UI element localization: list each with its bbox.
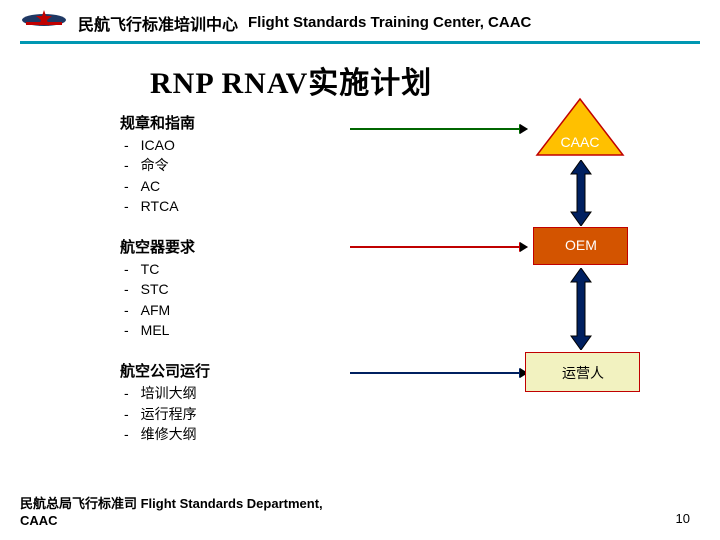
page-title: RNP RNAV实施计划 [150, 58, 720, 102]
header-title-cn: 民航飞行标准培训中心 [78, 11, 238, 35]
header: 民航飞行标准培训中心 Flight Standards Training Cen… [0, 0, 720, 41]
footer: 民航总局飞行标准司 Flight Standards Department, C… [20, 496, 323, 530]
list-item: MEL [124, 320, 350, 340]
diagram-column: CAAC OEM 运营人 [350, 112, 690, 482]
list-item: AFM [124, 300, 350, 320]
list-item: STC [124, 279, 350, 299]
list-item: 运行程序 [124, 404, 350, 424]
arrow-to-oem [350, 246, 520, 248]
section-list: TC STC AFM MEL [120, 259, 350, 340]
section-heading: 规章和指南 [120, 112, 350, 133]
section-heading: 航空公司运行 [120, 360, 350, 381]
list-item: 培训大纲 [124, 383, 350, 403]
section-list: ICAO 命令 AC RTCA [120, 135, 350, 216]
shape-label-caac: CAAC [540, 134, 620, 150]
header-divider [20, 41, 700, 44]
header-title-en: Flight Standards Training Center, CAAC [248, 14, 531, 31]
list-item: 命令 [124, 155, 350, 175]
list-item: TC [124, 259, 350, 279]
list-item: ICAO [124, 135, 350, 155]
list-item: 维修大纲 [124, 424, 350, 444]
shape-label-oem: OEM [541, 237, 621, 253]
double-arrow-oem-operator [569, 268, 593, 350]
list-item: RTCA [124, 196, 350, 216]
emblem-icon [20, 8, 68, 37]
list-item: AC [124, 176, 350, 196]
shape-label-operator: 运营人 [543, 363, 623, 383]
arrow-to-caac [350, 128, 520, 130]
section-aircraft: 航空器要求 TC STC AFM MEL [120, 236, 350, 340]
footer-line2: CAAC [20, 513, 323, 530]
section-operations: 航空公司运行 培训大纲 运行程序 维修大纲 [120, 360, 350, 444]
footer-line1: 民航总局飞行标准司 Flight Standards Department, [20, 496, 323, 513]
arrow-to-operator [350, 372, 520, 374]
section-regulations: 规章和指南 ICAO 命令 AC RTCA [120, 112, 350, 216]
section-heading: 航空器要求 [120, 236, 350, 257]
left-column: 规章和指南 ICAO 命令 AC RTCA 航空器要求 TC STC AFM M… [120, 112, 350, 482]
page-number: 10 [676, 511, 690, 526]
double-arrow-caac-oem [569, 160, 593, 226]
section-list: 培训大纲 运行程序 维修大纲 [120, 383, 350, 444]
content-area: 规章和指南 ICAO 命令 AC RTCA 航空器要求 TC STC AFM M… [0, 112, 720, 482]
